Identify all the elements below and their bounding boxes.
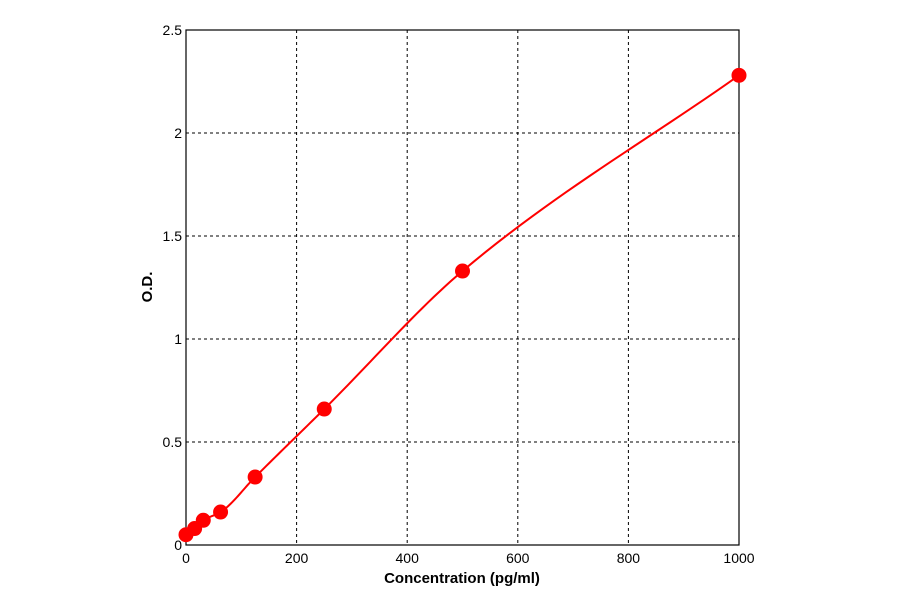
data-point — [195, 512, 211, 528]
x-tick-label: 600 — [506, 550, 530, 566]
y-tick-label: 2 — [174, 125, 182, 141]
x-tick-label: 400 — [396, 550, 420, 566]
y-tick-label: 0.5 — [163, 434, 183, 450]
plot-area-frame — [185, 29, 740, 546]
data-point — [247, 469, 263, 485]
tick-labels: 0 200 400 600 800 1000 0 0.5 1 1.5 2 2.5 — [163, 22, 755, 566]
y-tick-label: 1 — [174, 331, 182, 347]
y-tick-label: 0 — [174, 537, 182, 553]
y-tick-label: 1.5 — [163, 228, 183, 244]
x-tick-label: 200 — [285, 550, 309, 566]
data-point — [731, 67, 747, 83]
data-point — [316, 401, 332, 417]
fit-curve-line — [185, 74, 740, 536]
x-tick-label: 800 — [617, 550, 641, 566]
x-tick-label: 0 — [182, 550, 190, 566]
grid-lines — [186, 30, 739, 545]
data-point — [455, 263, 470, 279]
y-tick-label: 2.5 — [163, 22, 183, 38]
y-axis-title: O.D. — [139, 272, 156, 303]
data-points — [178, 67, 747, 543]
data-point — [213, 504, 229, 520]
x-tick-label: 1000 — [723, 550, 754, 566]
x-axis-title: Concentration (pg/ml) — [384, 570, 540, 587]
